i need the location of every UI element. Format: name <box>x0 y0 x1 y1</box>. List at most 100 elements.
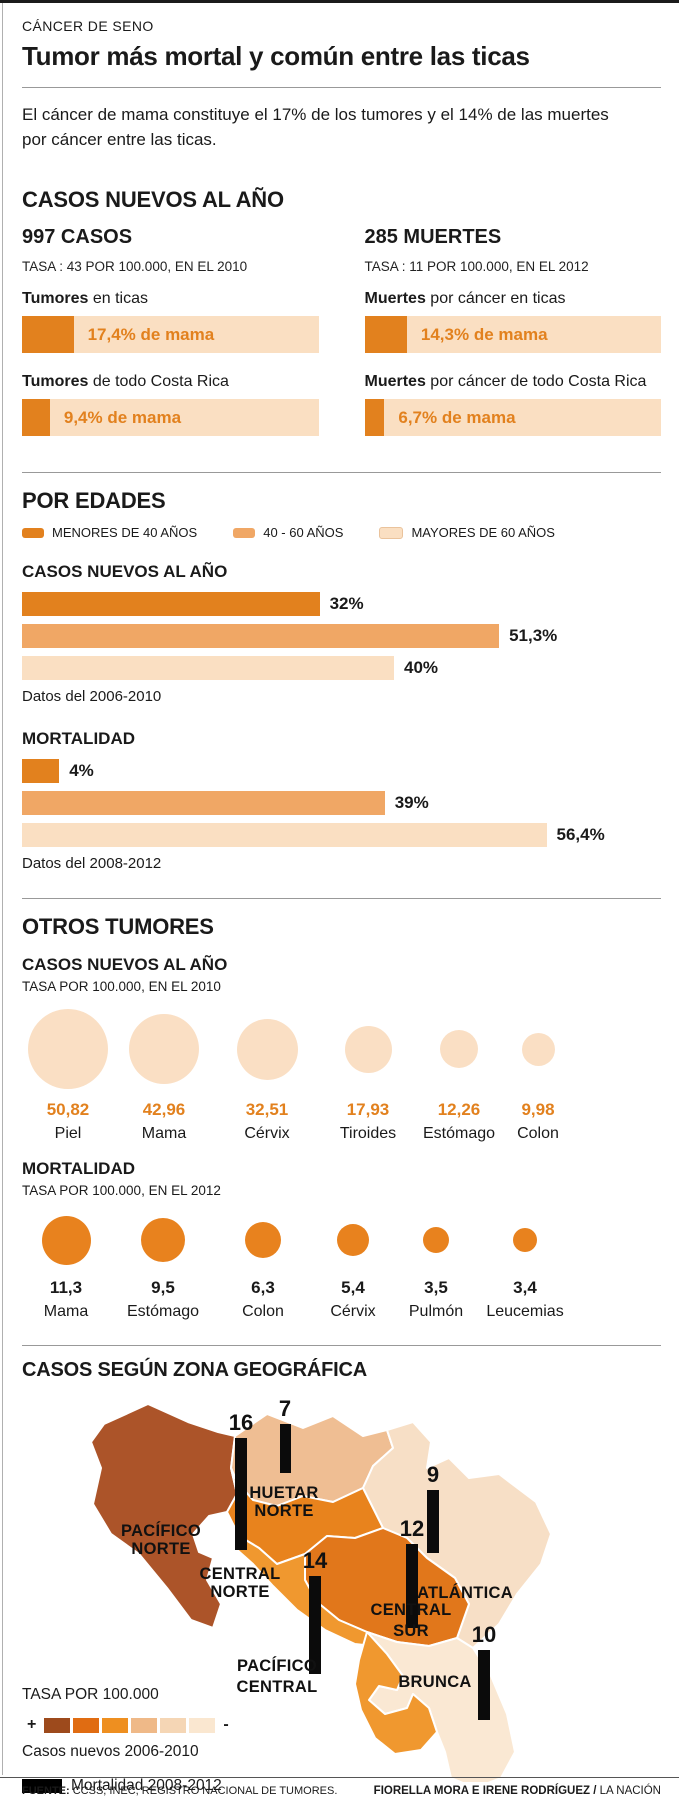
bubble-value: 3,5 <box>424 1278 448 1297</box>
minus-sign: - <box>223 1716 229 1733</box>
divider <box>22 898 661 899</box>
bar-value: 14,3% de mama <box>420 324 548 344</box>
source-line: FUENTE: CCSS, INEC, REGISTRO NACIONAL DE… <box>22 1785 338 1797</box>
plus-sign: + <box>27 1716 37 1733</box>
bar-label: Tumores en ticas <box>22 290 148 307</box>
bubble-name: Estómago <box>422 1125 496 1142</box>
svg-text:12: 12 <box>400 1516 424 1541</box>
bar <box>22 592 320 616</box>
map-mortality-label: Mortalidad 2008-2012 <box>71 1777 222 1794</box>
map-mortality-key: Mortalidad 2008-2012 <box>22 1777 262 1795</box>
region-osa-coast <box>354 1631 438 1755</box>
divider <box>22 472 661 473</box>
svg-text:CENTRAL: CENTRAL <box>237 1678 318 1696</box>
age-bar: 40% <box>22 656 661 680</box>
svg-text:10: 10 <box>472 1622 496 1647</box>
scale-swatch <box>102 1717 129 1733</box>
svg-text:ATLÁNTICA: ATLÁNTICA <box>417 1583 513 1602</box>
mortality-bar <box>309 1576 321 1674</box>
section-title-by-age: POR EDADES <box>22 488 166 513</box>
bubble-value: 11,3 <box>49 1278 83 1297</box>
svg-text:CENTRAL: CENTRAL <box>371 1601 452 1619</box>
bubble <box>141 1218 185 1262</box>
map-legend: TASA POR 100.000 + - Casos nuevos 2006-2… <box>22 1686 262 1795</box>
deaths-rate: TASA : 11 POR 100.000, EN EL 2012 <box>364 259 589 274</box>
svg-text:7: 7 <box>279 1396 291 1421</box>
bubbles-mortality: 11,3 Mama 9,5 Estómago 6,3 Colon 5,4 Cér… <box>22 1208 661 1321</box>
bubble-item: 32,51 Cérvix <box>214 1004 320 1143</box>
bubble-name: Mama <box>43 1303 89 1320</box>
bubble <box>423 1227 449 1253</box>
bubble-value: 17,93 <box>346 1100 390 1119</box>
legend-swatch-mid <box>233 527 256 538</box>
mortality-bar <box>427 1490 439 1553</box>
bubble-value: 32,51 <box>245 1100 289 1119</box>
page-title: Tumor más mortal y común entre las ticas <box>22 41 530 71</box>
bubble-item: 50,82 Piel <box>22 1004 114 1143</box>
bar-value: 32% <box>329 594 364 613</box>
svg-text:HUETAR: HUETAR <box>249 1484 318 1502</box>
map-legend-title: TASA POR 100.000 <box>22 1686 159 1703</box>
bubble-name: Pulmón <box>408 1303 464 1320</box>
bubble-name: Estómago <box>126 1303 200 1320</box>
bubble-item: 9,5 Estómago <box>110 1208 216 1321</box>
bar-label: Muertes por cáncer en ticas <box>364 290 566 307</box>
bubble-name: Mama <box>141 1125 187 1142</box>
legend-swatch-light <box>379 526 404 539</box>
bubble-item: 17,93 Tiroides <box>320 1004 416 1143</box>
bubble-value: 6,3 <box>251 1278 275 1297</box>
mortality-bar <box>280 1424 291 1473</box>
age-group-title: CASOS NUEVOS AL AÑO <box>22 562 228 581</box>
map-mortality-bars <box>235 1424 490 1720</box>
bubble-item: 11,3 Mama <box>22 1208 110 1321</box>
cases-column: 997 CASOS TASA : 43 POR 100.000, EN EL 2… <box>22 226 319 436</box>
map-bar-labels: 16 7 9 12 14 10 <box>229 1396 496 1647</box>
bubble-item: 42,96 Mama <box>114 1004 214 1143</box>
age-bar: 39% <box>22 791 661 815</box>
svg-text:14: 14 <box>303 1548 328 1573</box>
bubble-item: 3,5 Pulmón <box>396 1208 476 1321</box>
mortality-bar <box>406 1544 418 1628</box>
bubble-name: Leucemias <box>486 1303 564 1320</box>
pct-bar: 6,7% de mama <box>364 399 661 436</box>
age-note: Datos del 2006-2010 <box>22 688 162 705</box>
bubble-value: 12,26 <box>437 1100 481 1119</box>
svg-text:PACÍFICO: PACÍFICO <box>237 1656 317 1675</box>
svg-text:NORTE: NORTE <box>210 1583 269 1601</box>
section-title-other-tumors: OTROS TUMORES <box>22 914 214 939</box>
bubble-name: Colon <box>517 1125 559 1142</box>
age-bars-cases: 32% 51,3% 40% <box>22 592 661 680</box>
bubble-name: Piel <box>54 1125 82 1142</box>
bubble-name: Tiroides <box>339 1125 397 1142</box>
age-legend: MENORES DE 40 AÑOS 40 - 60 AÑOS MAYORES … <box>22 525 661 540</box>
age-bar: 32% <box>22 592 661 616</box>
age-note: Datos del 2008-2012 <box>22 855 162 872</box>
new-cases-columns: 997 CASOS TASA : 43 POR 100.000, EN EL 2… <box>22 226 661 436</box>
tumors-group-title: MORTALIDAD <box>22 1159 135 1178</box>
bubble-value: 9,5 <box>151 1278 175 1297</box>
section-title-map: CASOS SEGÚN ZONA GEOGRÁFICA <box>22 1359 367 1381</box>
age-bar: 56,4% <box>22 823 661 847</box>
svg-text:PACÍFICO: PACÍFICO <box>121 1521 201 1540</box>
mortality-bar <box>478 1650 490 1720</box>
bar-segment <box>364 399 385 436</box>
age-group-title: MORTALIDAD <box>22 729 135 748</box>
bar-value: 56,4% <box>556 825 605 844</box>
scale-swatch <box>189 1717 216 1733</box>
kicker: CÁNCER DE SENO <box>22 18 154 34</box>
bubble <box>41 1215 91 1265</box>
map-svg: 16 7 9 12 14 10 PACÍFICO NORTE HUETAR NO… <box>90 1396 552 1782</box>
pct-bar: 17,4% de mama <box>22 316 319 353</box>
svg-text:SUR: SUR <box>393 1622 429 1640</box>
bar <box>22 624 500 648</box>
scale-swatch <box>160 1717 187 1733</box>
bubble-item: 5,4 Cérvix <box>310 1208 396 1321</box>
bar <box>22 823 547 847</box>
section-title-new-cases: CASOS NUEVOS AL AÑO <box>22 187 284 212</box>
cases-rate: TASA : 43 POR 100.000, EN EL 2010 <box>22 259 248 274</box>
bubble <box>440 1030 478 1068</box>
svg-text:BRUNCA: BRUNCA <box>398 1673 471 1691</box>
age-bar: 51,3% <box>22 624 661 648</box>
bubble-name: Cérvix <box>330 1303 376 1320</box>
costa-rica-map: 16 7 9 12 14 10 PACÍFICO NORTE HUETAR NO… <box>22 1386 661 1794</box>
